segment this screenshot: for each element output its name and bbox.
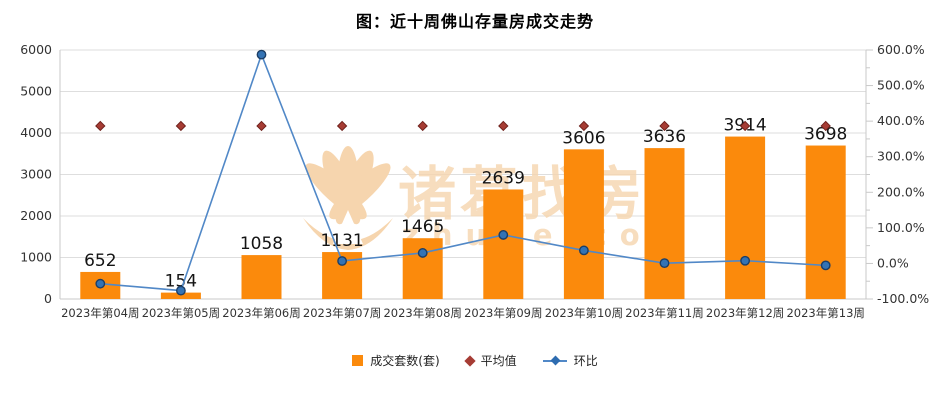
bar-value-label: 3636 [643, 127, 686, 147]
average-point[interactable] [498, 120, 509, 132]
bar-value-label: 3606 [562, 128, 605, 148]
legend-label: 成交套数(套) [370, 354, 440, 368]
svg-text:2000: 2000 [20, 208, 52, 223]
average-point[interactable] [659, 120, 670, 132]
bar[interactable] [644, 148, 685, 299]
svg-text:500.0%: 500.0% [877, 78, 925, 93]
average-series [95, 120, 831, 132]
bar-value-label: 3698 [804, 125, 847, 145]
svg-text:100.0%: 100.0% [877, 220, 925, 235]
diamond-icon [464, 354, 476, 367]
mom-point[interactable] [820, 260, 831, 271]
bar[interactable] [402, 238, 443, 299]
legend: 成交套数(套) 平均值 环比 [0, 352, 950, 369]
svg-text:2023年第12周: 2023年第12周 [706, 306, 784, 320]
svg-text:2023年第06周: 2023年第06周 [222, 306, 300, 320]
svg-text:2023年第05周: 2023年第05周 [142, 306, 220, 320]
svg-text:5000: 5000 [20, 84, 52, 99]
mom-point[interactable] [740, 255, 750, 266]
average-point[interactable] [820, 120, 831, 132]
mom-line [100, 52, 826, 292]
svg-text:2023年第10周: 2023年第10周 [545, 306, 623, 320]
svg-text:2023年第04周: 2023年第04周 [61, 306, 139, 320]
svg-text:2023年第08周: 2023年第08周 [383, 306, 461, 320]
bar-value-label: 1058 [240, 234, 283, 254]
average-point[interactable] [256, 120, 267, 132]
mom-point[interactable] [175, 285, 186, 296]
bar[interactable] [241, 255, 282, 299]
line-diamond-icon [542, 355, 567, 365]
legend-item-mom[interactable]: 环比 [542, 352, 598, 369]
mom-series [95, 49, 831, 296]
svg-text:2023年第13周: 2023年第13周 [786, 306, 864, 320]
average-point[interactable] [336, 120, 348, 132]
legend-item-deals[interactable]: 成交套数(套) [352, 352, 440, 369]
bar-value-label: 2639 [482, 168, 525, 188]
y-axis-left: 0 1000 2000 3000 4000 5000 6000 [20, 42, 52, 306]
bar[interactable] [563, 149, 604, 299]
bar[interactable] [725, 136, 766, 299]
mom-point[interactable] [256, 49, 267, 60]
svg-text:2023年第07周: 2023年第07周 [303, 306, 381, 320]
svg-text:0: 0 [44, 291, 52, 306]
svg-text:300.0%: 300.0% [877, 149, 925, 164]
svg-text:0.0%: 0.0% [877, 255, 909, 270]
mom-point[interactable] [95, 278, 106, 289]
bar-value-label: 1131 [320, 231, 363, 251]
x-axis: 2023年第04周 2023年第05周 2023年第06周 2023年第07周 2023… [61, 306, 865, 320]
average-point[interactable] [95, 120, 106, 132]
bar[interactable] [160, 292, 201, 299]
svg-text:-100.0%: -100.0% [877, 291, 929, 306]
svg-text:4000: 4000 [20, 125, 52, 140]
average-point[interactable] [417, 120, 428, 132]
chart-title: 图：近十周佛山存量房成交走势 [355, 12, 594, 31]
bar-value-label: 652 [84, 251, 116, 271]
mom-point[interactable] [417, 248, 428, 258]
bar-value-label: 154 [165, 272, 197, 292]
bar[interactable] [805, 145, 846, 299]
svg-text:2023年第11周: 2023年第11周 [625, 306, 703, 320]
mom-point[interactable] [337, 256, 347, 266]
average-point[interactable] [578, 120, 590, 132]
svg-text:1000: 1000 [20, 250, 52, 265]
bar-series: 65215410581131146526393606363639143698 [80, 116, 847, 299]
mom-point[interactable] [659, 258, 670, 269]
mom-point[interactable] [498, 230, 509, 240]
line-marker-icon [550, 355, 561, 365]
bar[interactable] [483, 189, 524, 299]
svg-text:400.0%: 400.0% [877, 113, 925, 128]
average-point[interactable] [739, 120, 751, 132]
legend-label: 平均值 [480, 354, 517, 368]
y-axis-right: -100.0% 0.0% 100.0% 200.0% 300.0% 400.0% 500.0… [866, 42, 929, 306]
average-point[interactable] [175, 120, 187, 132]
svg-text:600.0%: 600.0% [877, 42, 925, 57]
bar-value-label: 1465 [401, 217, 444, 237]
svg-text:6000: 6000 [20, 42, 52, 57]
svg-text:2023年第09周: 2023年第09周 [464, 306, 542, 320]
legend-label: 环比 [573, 354, 598, 368]
legend-item-average[interactable]: 平均值 [464, 352, 517, 369]
svg-text:200.0%: 200.0% [877, 184, 925, 199]
mom-point[interactable] [579, 245, 589, 256]
bar-swatch-icon [352, 355, 364, 366]
lotus-logo-icon [303, 146, 393, 250]
svg-text:3000: 3000 [20, 167, 52, 182]
